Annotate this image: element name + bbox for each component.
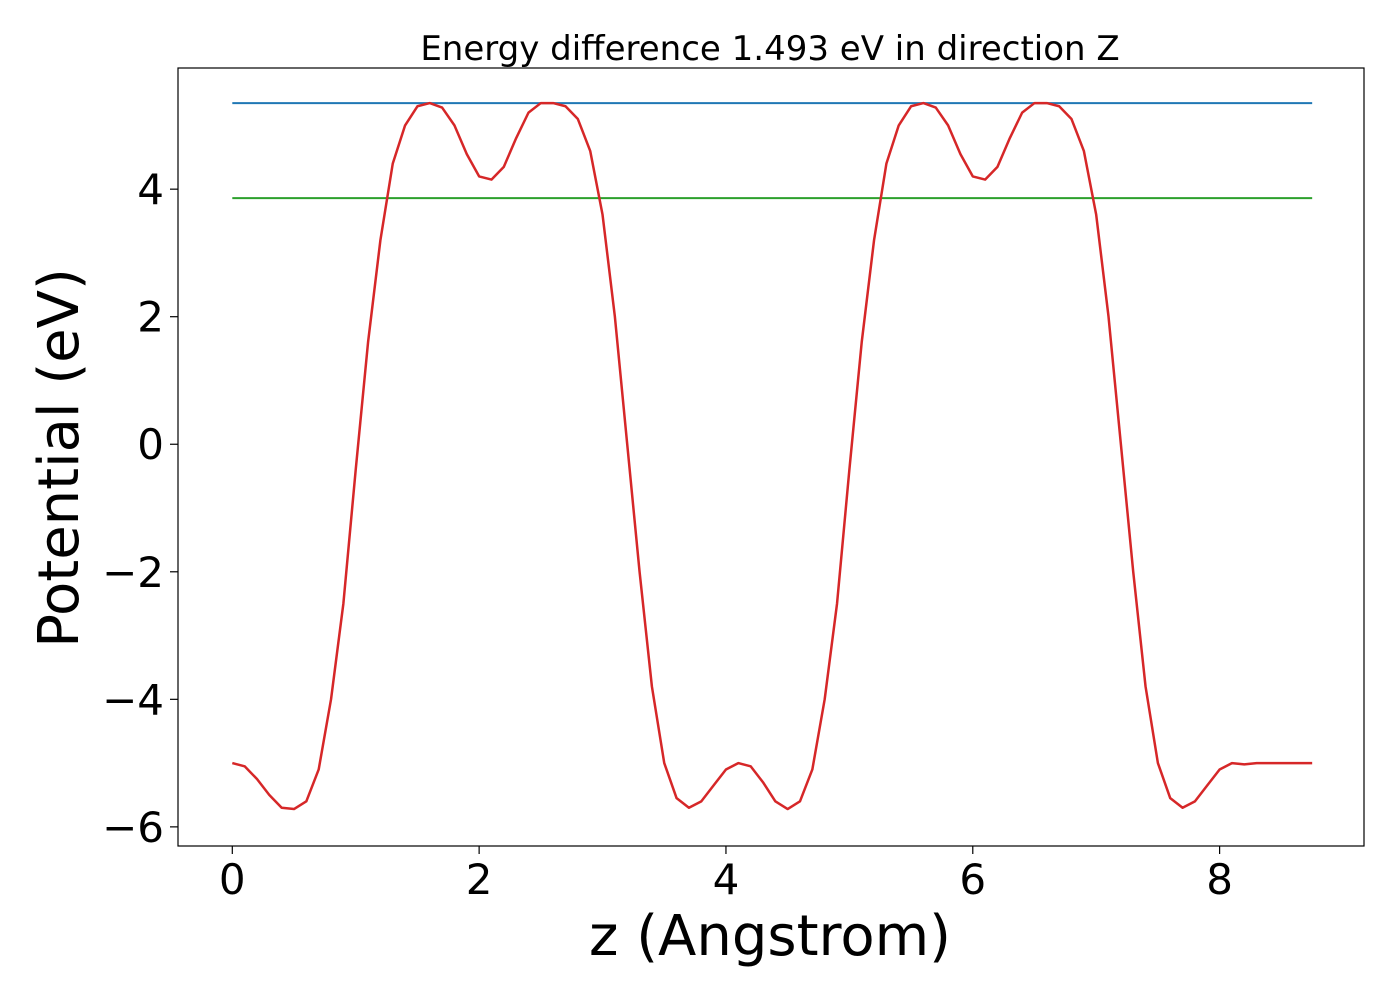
x-tick-label: 4 bbox=[713, 855, 740, 904]
chart-title: Energy difference 1.493 eV in direction … bbox=[420, 29, 1119, 69]
y-axis: −6 −4 −2 0 2 4 bbox=[102, 165, 178, 852]
y-tick-label: 4 bbox=[137, 165, 164, 214]
series-line-0 bbox=[231, 101, 1313, 811]
plot-frame bbox=[177, 67, 1365, 847]
y-tick-label: 2 bbox=[137, 293, 164, 342]
plot-area bbox=[231, 101, 1313, 811]
y-tick-label: −6 bbox=[102, 803, 164, 852]
x-axis: 0 2 4 6 8 bbox=[219, 846, 1233, 904]
x-tick-label: 2 bbox=[466, 855, 493, 904]
x-tick-label: 6 bbox=[959, 855, 986, 904]
y-tick-label: −2 bbox=[102, 548, 164, 597]
x-tick-label: 8 bbox=[1206, 855, 1233, 904]
y-axis-label: Potential (eV) bbox=[27, 268, 92, 648]
y-tick-label: 0 bbox=[137, 420, 164, 469]
x-axis-label: z (Angstrom) bbox=[589, 904, 951, 969]
y-tick-label: −4 bbox=[102, 675, 164, 724]
x-tick-label: 0 bbox=[219, 855, 246, 904]
